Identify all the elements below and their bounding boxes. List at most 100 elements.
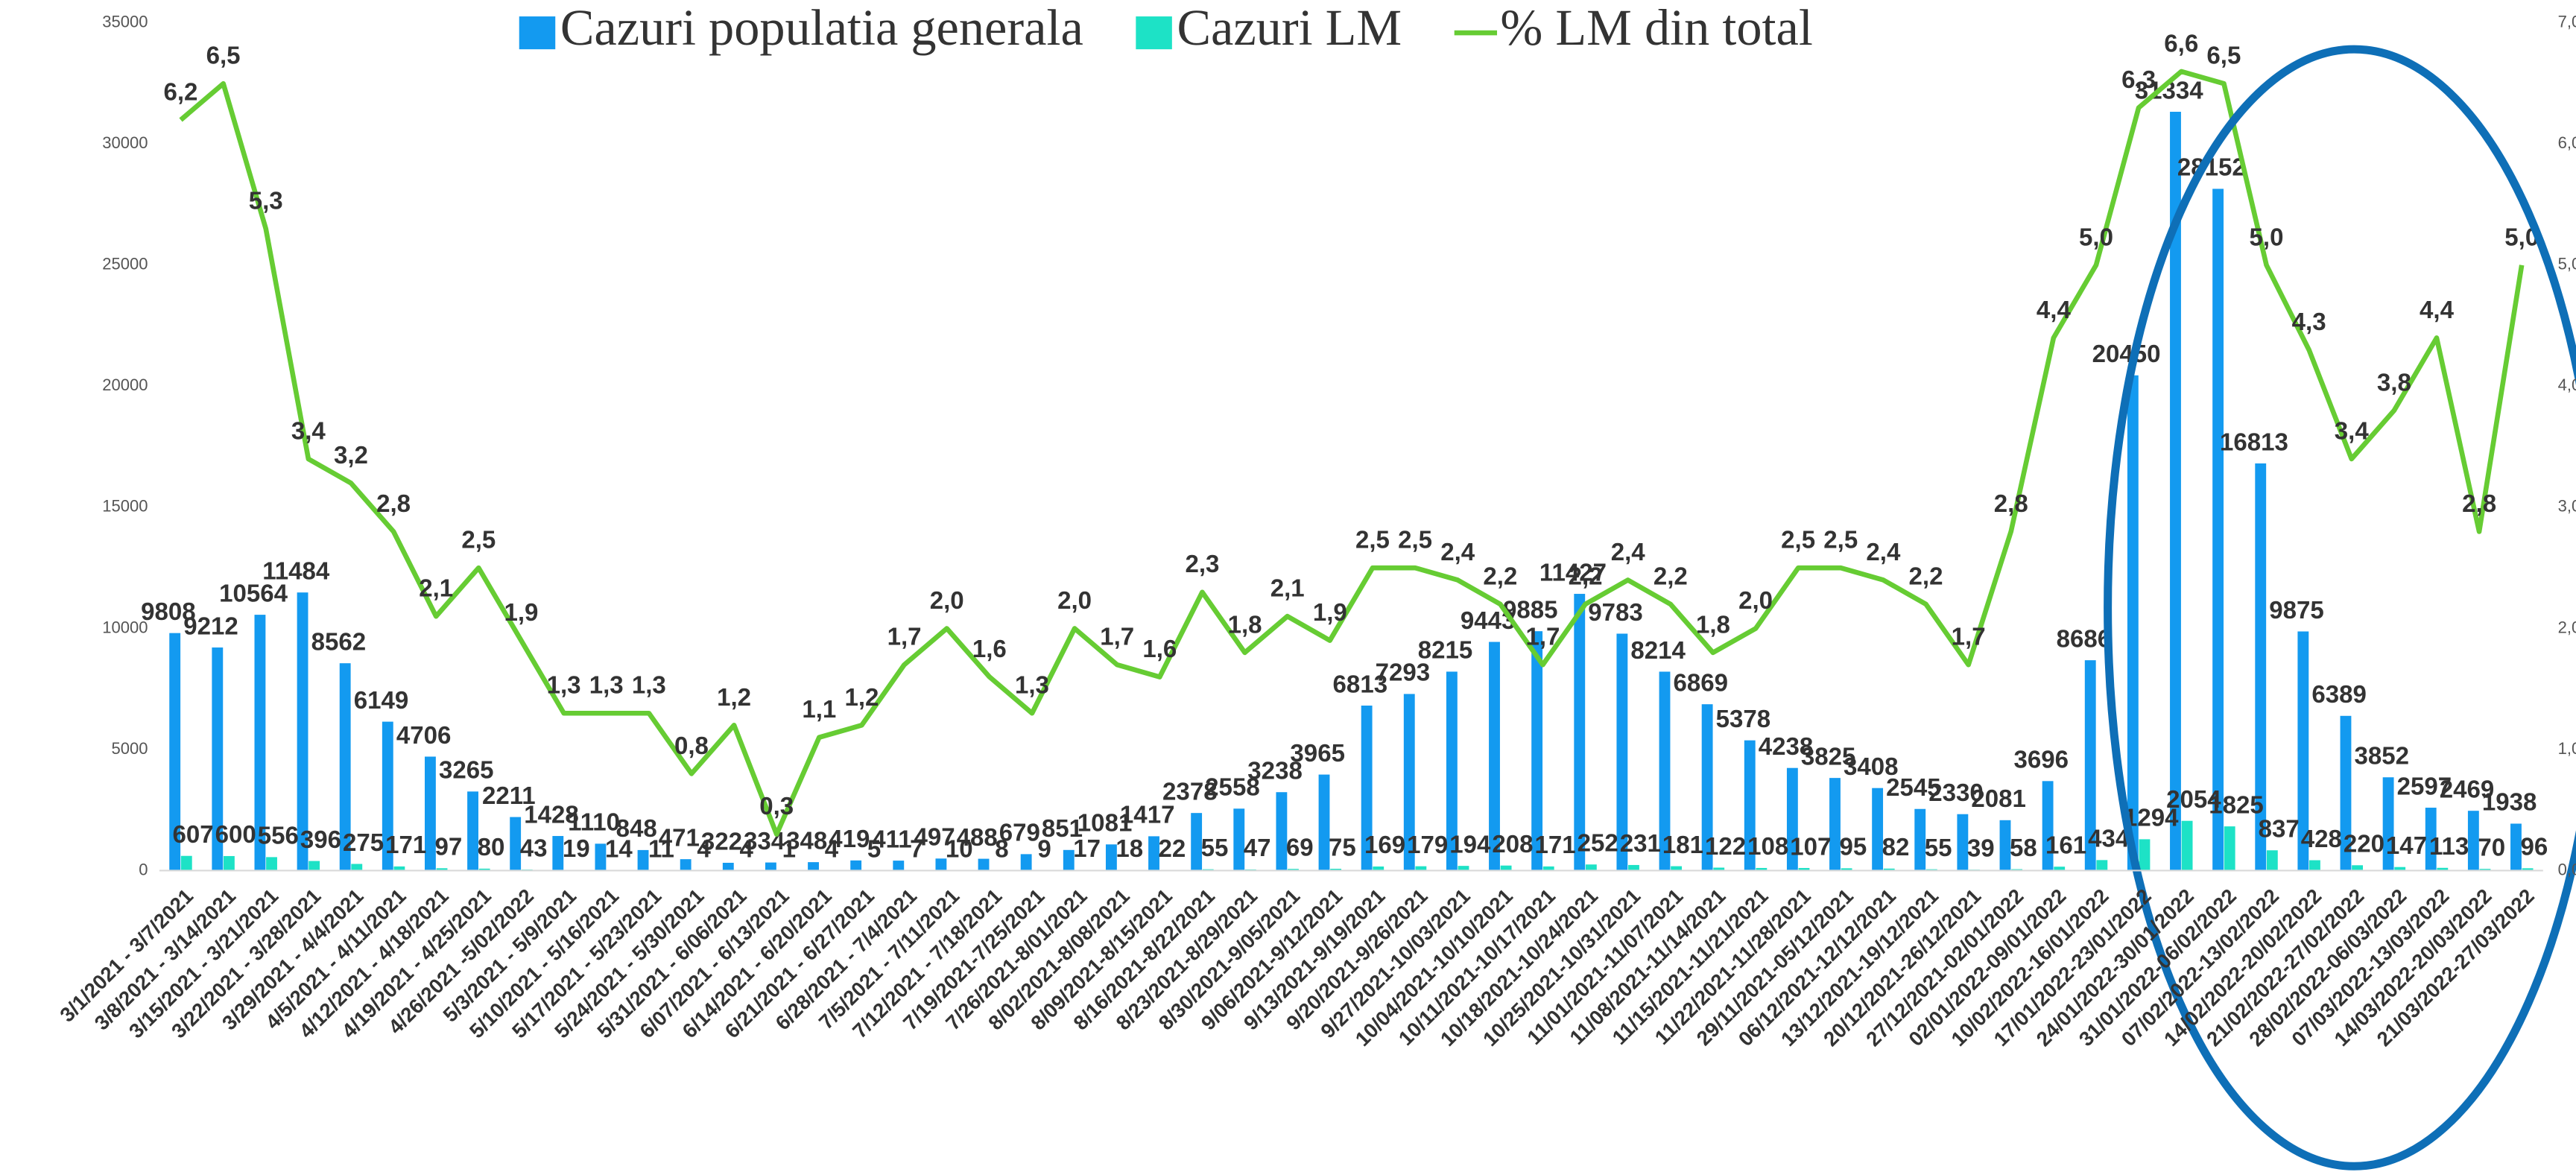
bar [2042,781,2054,871]
bar [2127,375,2139,871]
data-label: 6389 [2311,681,2367,709]
data-label: 208 [1492,831,1533,858]
bar [1744,740,1756,871]
data-label: 39 [1967,834,1995,862]
bar [1458,866,1469,871]
data-label: 851 [1042,815,1083,843]
bar [2352,865,2364,871]
line [179,69,2525,837]
bar [1999,820,2011,871]
line-label: 6,6 [2164,30,2198,57]
data-label: 556 [258,823,299,850]
bar [1403,694,1415,871]
bar [1701,704,1713,871]
data-label: 55 [1925,834,1952,862]
data-label: 17 [1073,835,1101,863]
bar [1233,808,1245,871]
data-label: 3852 [2355,743,2410,770]
bar [2255,463,2267,871]
bar [808,862,819,871]
bar [212,647,224,871]
bar [850,860,862,871]
data-label: 497 [914,824,955,852]
data-label: 169 [1364,832,1405,859]
data-label: 411 [872,826,911,853]
bar [1105,844,1117,871]
data-label: 194 [1449,831,1491,858]
y-tick-label: 10000 [102,618,148,636]
bar [722,862,734,871]
line-label: 2,2 [1653,563,1688,590]
bar [297,592,308,871]
line-label: 5,0 [2250,224,2284,251]
line-label: 3,2 [334,442,368,469]
data-label: 3696 [2014,747,2069,774]
line-label: 2,2 [1569,563,1603,590]
bar [1446,671,1458,871]
data-label: 179 [1407,832,1448,859]
bar [765,862,776,871]
bar [2054,867,2066,871]
data-label: 3965 [1290,740,1345,767]
bar [1671,866,1683,871]
data-label: 679 [999,820,1040,847]
y2-tick-label: 6,0 [2558,133,2576,152]
bar [2084,660,2096,871]
data-label: 322 [701,828,742,855]
data-label: 10 [946,835,973,863]
line-label: 1,3 [632,672,666,700]
line-label: 3,8 [2377,369,2411,396]
data-label: 9875 [2269,597,2324,624]
line-label: 0,3 [759,793,794,820]
y2-tick-label: 3,0 [2558,497,2576,516]
line-label: 2,2 [1483,563,1517,590]
bar [382,721,393,871]
bar [1786,767,1798,871]
data-label: 231 [1620,830,1661,858]
bar [2170,112,2181,871]
data-label: 5 [867,836,881,864]
line-label: 1,1 [802,696,836,723]
data-label: 9212 [183,612,238,640]
legend-label: Cazuri LM [1177,0,1402,56]
bar [978,858,990,871]
data-label: 4 [697,836,711,864]
bar [1841,868,1852,871]
data-label: 8 [995,835,1008,863]
data-label: 275 [343,829,384,857]
line-label: 0,8 [674,732,709,760]
data-label: 6149 [354,687,409,715]
data-label: 58 [2010,834,2037,862]
line-label: 1,8 [1228,611,1262,639]
bar [637,849,649,871]
bar [1288,869,1299,871]
bar [2425,808,2437,871]
bar [351,864,363,871]
data-label: 6869 [1674,669,1729,697]
line-label: 2,2 [1909,563,1943,590]
data-label: 600 [215,821,256,849]
bar [1914,808,1926,871]
bar [595,843,607,871]
bar [478,868,490,871]
bar [1191,813,1203,871]
data-label: 11 [648,835,674,863]
data-label: 95 [1840,834,1867,861]
data-label: 4238 [1759,733,1814,761]
data-label: 2545 [1886,774,1941,802]
data-label: 7293 [1376,659,1431,687]
data-label: 9783 [1588,599,1643,627]
bar [2266,850,2278,871]
bar [467,791,478,871]
line-label: 5,3 [249,188,283,215]
bar [1883,868,1895,871]
bar [2096,860,2108,871]
data-label: 348 [786,827,827,855]
data-label: 20450 [2092,340,2161,368]
y-tick-label: 35000 [102,13,148,31]
bar [425,756,436,871]
data-label: 3408 [1844,753,1899,781]
line-label: 2,0 [1057,587,1092,615]
bar [2479,869,2491,871]
